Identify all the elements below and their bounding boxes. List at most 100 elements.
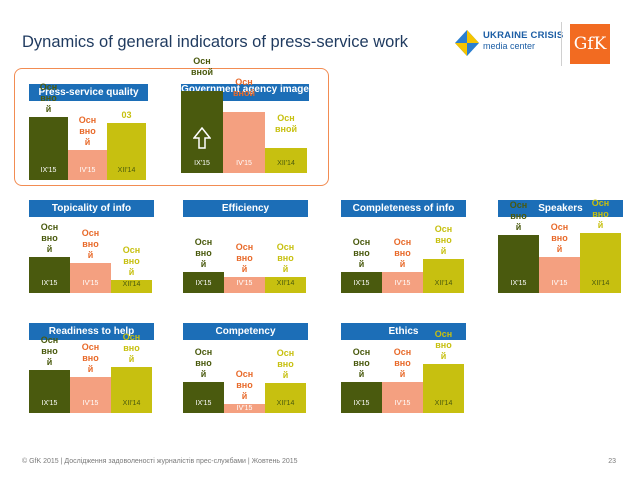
bar-ix15: IX'15 Оснвной — [29, 82, 68, 180]
indicator-chart: Government agency image IX'15 Оснвной IV'15… — [181, 56, 309, 173]
bar-category-label: IV'15 — [82, 280, 99, 287]
indicator-chart: Press-service quality IX'15 Оснвной IV'15 Ос… — [29, 82, 148, 180]
bar-value-label: 03 — [121, 110, 132, 120]
bar-value-label: Оснвной — [393, 237, 412, 269]
chart-title: Competency — [183, 323, 308, 340]
bar-value-label: Оснвной — [191, 55, 213, 77]
bar-iv15: IV'15 Оснвной — [224, 242, 265, 293]
page-number: 23 — [608, 458, 616, 465]
bar-xii14: XII'14 03 — [107, 110, 146, 180]
bar-xii14: XII'14 Оснвной — [580, 198, 621, 293]
bar-value-label: Оснвной — [550, 222, 569, 254]
indicator-chart: Readiness to help IX'15 Оснвной IV'15 Оснвно… — [29, 323, 154, 413]
bar-ix15: IX'15 Оснвной — [29, 222, 70, 293]
bar-category-label: IX'15 — [353, 280, 370, 287]
highlight-frame — [14, 68, 329, 186]
indicator-chart: Competency IX'15 Оснвной IV'15 Оснвной XII'14… — [183, 323, 308, 413]
bar-ix15: IX'15 Оснвной — [181, 56, 223, 173]
ukraine-crisis-emblem-icon — [455, 30, 479, 56]
bar-value-label: Оснвной — [194, 346, 213, 379]
bar-xii14: XII'14 Оснвной — [265, 242, 306, 293]
logo-divider — [561, 22, 562, 66]
ukraine-crisis-logo: UKRAINE CRISIS media center — [453, 28, 573, 60]
bar-value-label: Оснвной — [233, 76, 255, 98]
bar-value-label: Оснвной — [352, 346, 371, 379]
bar-value-label: Оснвной — [235, 369, 254, 401]
bar-iv15: IV'15 Оснвной — [223, 77, 265, 173]
bar-xii14: XII'14 Оснвной — [423, 224, 464, 293]
indicator-chart: Ethics IX'15 Оснвной IV'15 Оснвной XII'14 Оснв… — [341, 323, 466, 413]
bar-value-label: Оснвной — [275, 112, 297, 134]
bar-ix15: IX'15 Оснвной — [183, 237, 224, 293]
bar-value-label: Оснвной — [509, 199, 528, 232]
bar-category-label: XII'14 — [117, 167, 136, 174]
bar-value-label: Оснвной — [40, 334, 59, 367]
bar-category-label: XII'14 — [122, 400, 141, 407]
bar-xii14: XII'14 Оснвной — [423, 329, 464, 413]
bar-category-label: XII'14 — [591, 280, 610, 287]
bar-ix15: IX'15 Оснвной — [341, 237, 382, 293]
media-center-name: media center — [483, 41, 536, 51]
chart-title: Ethics — [341, 323, 466, 340]
bar-category-label: IX'15 — [353, 400, 370, 407]
bar-value-label: Оснвной — [434, 223, 453, 256]
bar-iv15: IV'15 Оснвной — [382, 347, 423, 413]
bar-category-label: IX'15 — [510, 280, 527, 287]
bar-category-label: IV'15 — [236, 405, 253, 412]
ukraine-crisis-name: UKRAINE CRISIS — [483, 30, 564, 41]
bar-category-label: IX'15 — [40, 167, 57, 174]
bar-category-label: IX'15 — [195, 280, 212, 287]
bar-category-label: IV'15 — [82, 400, 99, 407]
bar-iv15: IV'15 Оснвной — [224, 369, 265, 413]
indicator-chart: Speakers IX'15 Оснвной IV'15 Оснвной XII'14 Ос… — [498, 198, 623, 293]
bar-iv15: IV'15 Оснвной — [70, 228, 111, 293]
bar-category-label: IX'15 — [41, 280, 58, 287]
bar-category-label: IV'15 — [394, 280, 411, 287]
bar-ix15: IX'15 Оснвной — [29, 335, 70, 413]
bar-iv15: IV'15 Оснвной — [68, 115, 107, 180]
indicator-chart: Topicality of info IX'15 Оснвной IV'15 Оснвн… — [29, 200, 154, 293]
bar-category-label: IV'15 — [236, 160, 252, 167]
bar-value-label: Оснвной — [276, 241, 295, 274]
bar-ix15: IX'15 Оснвной — [498, 200, 539, 293]
bar-value-label: Оснвной — [40, 222, 59, 254]
bar-value-label: Оснвной — [122, 331, 141, 364]
bar-value-label: Оснвной — [81, 228, 100, 260]
bar-value-label: Оснвной — [276, 348, 295, 380]
bar-value-label: Оснвной — [434, 328, 453, 361]
bar-value-label: Оснвной — [39, 82, 58, 114]
indicator-chart: Efficiency IX'15 Оснвной IV'15 Оснвной XII'14… — [183, 200, 308, 293]
bar-value-label: Оснвной — [591, 198, 610, 230]
chart-title: Readiness to help — [29, 323, 154, 340]
bar-category-label: XII'14 — [277, 160, 295, 167]
bar-xii14: XII'14 Оснвной — [111, 332, 152, 413]
bar-value-label: Оснвной — [81, 342, 100, 374]
bar-xii14: XII'14 Оснвной — [265, 113, 307, 173]
page-title: Dynamics of general indicators of press-… — [22, 33, 409, 51]
bar-category-label: IV'15 — [551, 280, 568, 287]
bar-category-label: XII'14 — [276, 280, 295, 287]
chart-title: Topicality of info — [29, 200, 154, 217]
bar-xii14: XII'14 Оснвной — [111, 245, 152, 293]
bar-value-label: Оснвной — [235, 241, 254, 274]
chart-title: Press-service quality — [29, 84, 148, 101]
bar-ix15: IX'15 Оснвной — [183, 347, 224, 413]
up-arrow-icon — [193, 127, 211, 149]
bar-category-label: XII'14 — [122, 280, 141, 288]
bar-category-label: XII'14 — [434, 280, 453, 287]
bar-value-label: Оснвной — [78, 115, 97, 147]
bar-category-label: IV'15 — [79, 167, 96, 174]
bar-value-label: Оснвной — [194, 237, 213, 269]
footer-text: © GfK 2015 | Дослідження задоволеності ж… — [22, 458, 298, 465]
bar-category-label: IV'15 — [236, 280, 253, 287]
bar-value-label: Оснвной — [122, 244, 141, 277]
bar-category-label: IX'15 — [194, 160, 210, 167]
indicator-chart: Completeness of info IX'15 Оснвной IV'15 Осн… — [341, 200, 466, 293]
bar-iv15: IV'15 Оснвной — [382, 237, 423, 293]
bar-xii14: XII'14 Оснвной — [265, 348, 306, 413]
bar-category-label: IX'15 — [41, 400, 58, 407]
bar-category-label: IX'15 — [195, 400, 212, 407]
chart-title: Speakers — [498, 200, 623, 217]
gfk-logo: GfK — [570, 24, 610, 64]
bar-category-label: IV'15 — [394, 400, 411, 407]
